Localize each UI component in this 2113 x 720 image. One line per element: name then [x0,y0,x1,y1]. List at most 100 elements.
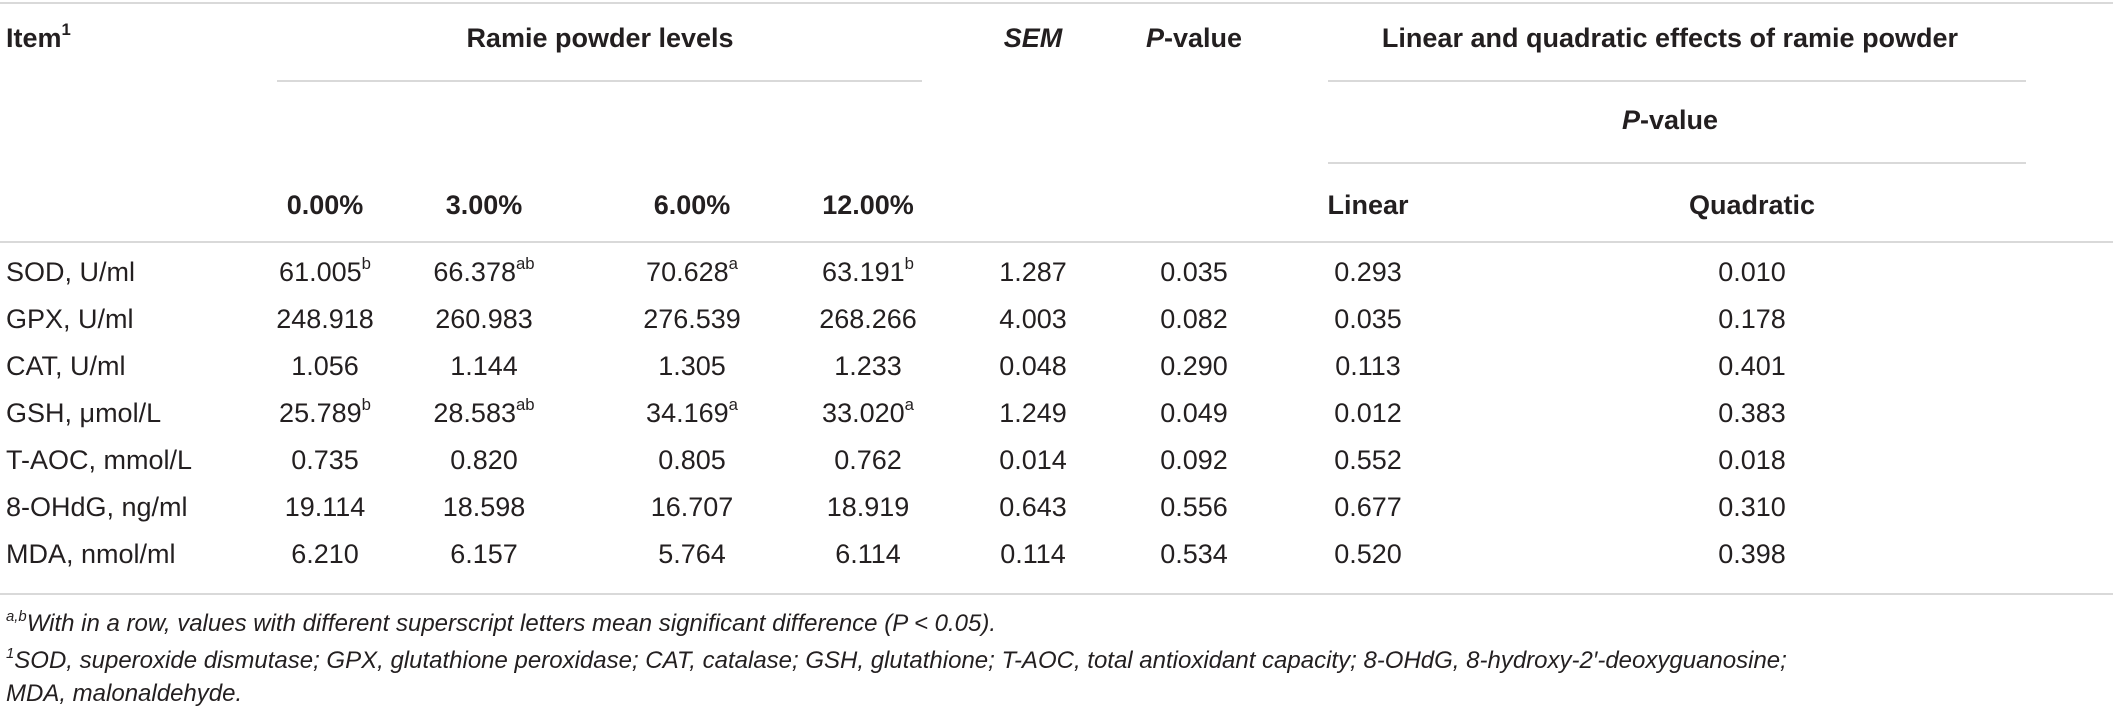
value-cell-0: 1.056 [291,351,359,381]
linear-cell: 0.677 [1334,492,1402,522]
value-cell-3: 18.598 [442,492,526,522]
p-value-cell: 0.035 [1160,257,1228,287]
p-value-header: P-value [1146,23,1242,54]
value-cell-12: 33.020a [822,395,914,428]
item-cell: GSH, μmol/L [6,398,162,428]
abbreviation-footnote-continued: MDA, malonaldehyde. [6,680,243,707]
linear-cell: 0.552 [1334,445,1402,475]
table-row: MDA, nmol/ml 6.210 6.157 5.764 6.114 0.1… [0,539,2113,571]
value-cell-6: 1.305 [658,351,726,381]
group-underline [277,80,922,82]
superscript-letter: b [904,254,914,274]
item-cell: GPX, U/ml [6,304,134,334]
value-cell-0: 248.918 [276,304,374,334]
significance-footnote-text: With in a row, values with different sup… [26,610,997,637]
value-cell-3: 6.157 [450,539,518,569]
value-cell-0: 61.005b [279,254,371,287]
value-cell-6: 276.539 [643,304,741,334]
quadratic-cell: 0.178 [1718,304,1786,334]
p-value-cell: 0.082 [1160,304,1228,334]
quadratic-header: Quadratic [1688,190,1816,220]
value-cell-12: 6.114 [835,539,901,569]
p-value-header-rest: -value [1163,23,1243,53]
top-rule [0,2,2113,4]
item-cell: SOD, U/ml [6,257,136,287]
superscript-letter: ab [515,395,535,415]
effects-p-value-header-p: P [1621,105,1640,135]
table-row: GSH, μmol/L 25.789b 28.583ab 34.169a 33.… [0,395,2113,430]
effects-header: Linear and quadratic effects of ramie po… [1381,23,1959,53]
p-value-cell: 0.290 [1160,351,1228,381]
level-header-6: 6.00% [653,190,731,220]
effects-p-underline [1328,162,2026,164]
p-value-cell: 0.556 [1160,492,1228,522]
linear-cell: 0.293 [1334,257,1402,287]
table-row: GPX, U/ml 248.918 260.983 276.539 268.26… [0,304,2113,336]
abbreviation-footnote: 1SOD, superoxide dismutase; GPX, glutath… [6,645,1787,675]
linear-cell: 0.113 [1335,351,1401,381]
effects-underline [1328,80,2026,82]
p-value-cell: 0.534 [1160,539,1228,569]
footnote-mark: a,b [6,608,27,625]
sem-cell: 1.249 [999,398,1067,428]
sem-cell: 0.643 [999,492,1067,522]
value-cell-0: 25.789b [279,395,371,428]
linear-cell: 0.012 [1334,398,1402,428]
item-header-label: Item [6,23,62,53]
item-header-footnote-mark: 1 [61,20,71,40]
p-value-header-p: P [1145,23,1164,53]
value-cell-12: 1.233 [834,351,902,381]
superscript-letter: a [728,254,738,274]
quadratic-cell: 0.310 [1718,492,1786,522]
sem-cell: 0.114 [1000,539,1066,569]
item-cell: CAT, U/ml [6,351,126,381]
superscript-letter: a [728,395,738,415]
linear-header: Linear [1327,190,1409,220]
superscript-letter: b [361,395,371,415]
value-cell-12: 0.762 [834,445,902,475]
quadratic-cell: 0.383 [1718,398,1786,428]
sem-header: SEM [1003,23,1063,53]
header-bottom-rule [0,241,2113,243]
effects-p-value-header: P-value [1622,105,1718,136]
value-cell-3: 28.583ab [433,395,535,428]
value-cell-0: 19.114 [284,492,366,522]
table-row: CAT, U/ml 1.056 1.144 1.305 1.233 0.048 … [0,351,2113,383]
value-cell-3: 66.378ab [433,254,535,287]
quadratic-cell: 0.018 [1718,445,1786,475]
item-cell: 8-OHdG, ng/ml [6,492,188,522]
item-header: Item1 [6,20,71,54]
linear-cell: 0.035 [1334,304,1402,334]
superscript-letter: b [361,254,371,274]
sem-cell: 4.003 [999,304,1067,334]
value-cell-12: 63.191b [822,254,914,287]
footnote-mark: 1 [6,645,15,662]
value-cell-6: 5.764 [658,539,726,569]
value-cell-6: 0.805 [658,445,726,475]
p-value-cell: 0.049 [1160,398,1228,428]
value-cell-3: 1.144 [450,351,518,381]
value-cell-0: 6.210 [291,539,359,569]
quadratic-cell: 0.010 [1718,257,1786,287]
table-bottom-rule [0,593,2113,595]
p-value-cell: 0.092 [1160,445,1228,475]
sem-cell: 0.048 [999,351,1067,381]
value-cell-0: 0.735 [291,445,359,475]
value-cell-6: 70.628a [646,254,738,287]
quadratic-cell: 0.398 [1718,539,1786,569]
item-cell: MDA, nmol/ml [6,539,176,569]
item-cell: T-AOC, mmol/L [6,445,193,475]
table-row: SOD, U/ml 61.005b 66.378ab 70.628a 63.19… [0,254,2113,289]
value-cell-6: 34.169a [646,395,738,428]
abbreviation-footnote-line1: SOD, superoxide dismutase; GPX, glutathi… [14,647,1787,674]
level-header-3: 3.00% [445,190,523,220]
value-cell-12: 18.919 [826,492,910,522]
value-cell-3: 0.820 [450,445,518,475]
significance-footnote: a,bWith in a row, values with different … [6,608,997,638]
linear-cell: 0.520 [1334,539,1402,569]
table-row: 8-OHdG, ng/ml 19.114 18.598 16.707 18.91… [0,492,2113,524]
level-header-12: 12.00% [822,190,914,220]
level-header-0: 0.00% [286,190,364,220]
effects-p-value-header-rest: -value [1639,105,1719,135]
value-cell-3: 260.983 [435,304,533,334]
